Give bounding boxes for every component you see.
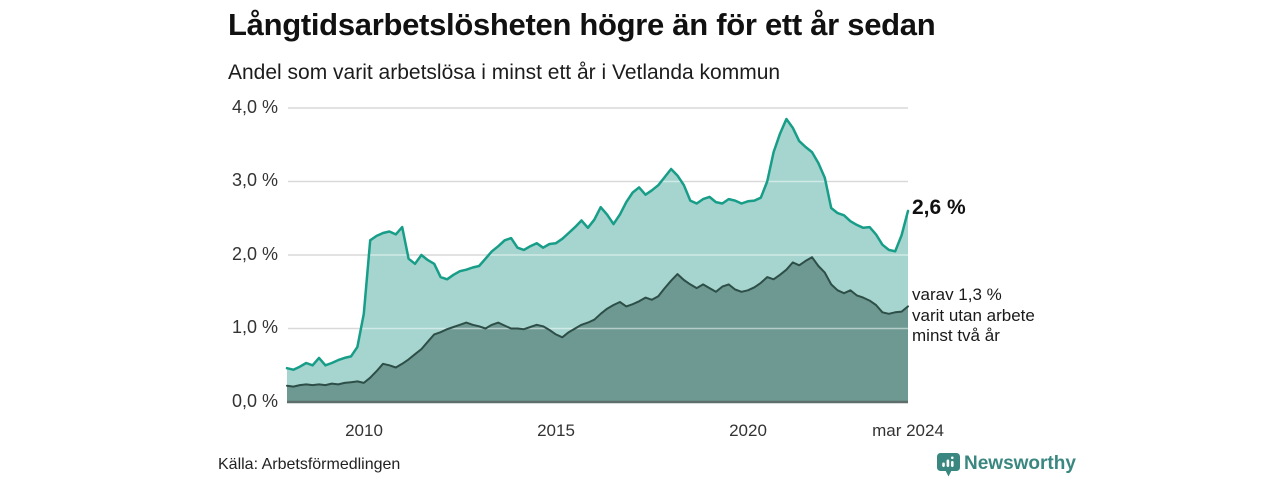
x-axis-tick-label: mar 2024	[872, 421, 944, 440]
end-value-label: 2,6 %	[912, 196, 966, 219]
x-axis-tick-label: 2010	[345, 421, 383, 440]
y-axis-tick-label: 0,0 %	[231, 391, 278, 411]
x-axis-tick-label: 2015	[537, 421, 575, 440]
y-axis-tick-label: 2,0 %	[231, 244, 278, 264]
source-note: Källa: Arbetsförmedlingen	[218, 456, 401, 473]
breakdown-annotation: varav 1,3 % varit utan arbete minst två …	[912, 285, 1035, 346]
newsworthy-brand-text: Newsworthy	[964, 453, 1076, 474]
y-axis-tick-label: 4,0 %	[231, 97, 278, 117]
y-axis-tick-label: 3,0 %	[231, 170, 278, 190]
newsworthy-logo-icon	[937, 453, 960, 477]
page-title: Långtidsarbetslösheten högre än för ett …	[228, 7, 936, 42]
chart-subtitle: Andel som varit arbetslösa i minst ett å…	[228, 61, 781, 84]
x-axis-tick-label: 2020	[729, 421, 767, 440]
y-axis-tick-label: 1,0 %	[231, 317, 278, 337]
